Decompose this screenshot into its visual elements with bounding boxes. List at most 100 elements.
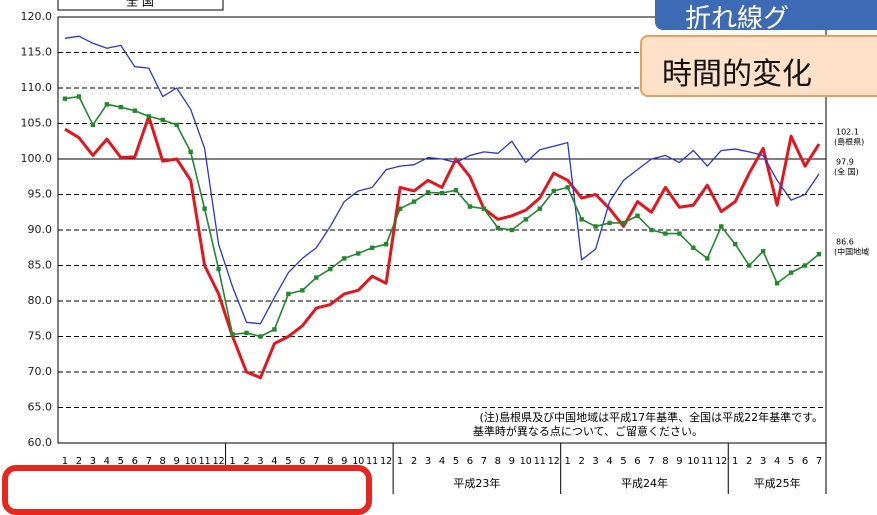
- x-tick-label: 1: [564, 456, 570, 467]
- point-marker: [76, 94, 82, 99]
- point-marker: [551, 188, 556, 194]
- x-tick-label: 8: [662, 456, 668, 467]
- point-marker: [383, 242, 389, 247]
- x-tick-label: 7: [648, 456, 654, 467]
- point-marker: [272, 327, 277, 332]
- point-marker: [300, 288, 305, 293]
- x-tick-label: 4: [104, 456, 110, 467]
- x-tick-label: 6: [467, 456, 473, 467]
- x-tick-label: 2: [746, 456, 752, 467]
- x-tick-label: 7: [313, 456, 319, 467]
- y-tick-label: 105.0: [21, 117, 53, 130]
- x-tick-label: 3: [90, 456, 96, 467]
- point-marker: [439, 190, 445, 196]
- x-tick-label: 12: [715, 456, 727, 467]
- y-tick-label: 95.0: [28, 188, 53, 201]
- x-tick-label: 5: [285, 456, 291, 467]
- x-tick-label: 3: [425, 456, 431, 467]
- point-marker: [258, 334, 263, 339]
- y-tick-label: 80.0: [28, 294, 53, 307]
- x-tick-label: 12: [213, 456, 225, 467]
- point-marker: [565, 185, 570, 190]
- x-tick-label: 10: [687, 456, 699, 467]
- x-tick-label: 2: [411, 456, 417, 467]
- y-tick-label: 60.0: [28, 436, 53, 449]
- series-line: [64, 35, 820, 325]
- point-marker: [342, 256, 347, 261]
- blue-box-label: 折れ線グ: [685, 4, 790, 34]
- year-label: 平成24年: [621, 476, 668, 490]
- point-marker: [733, 242, 738, 247]
- point-marker: [397, 206, 403, 211]
- point-marker: [216, 266, 221, 272]
- point-marker: [677, 231, 682, 236]
- point-marker: [774, 281, 780, 286]
- point-marker: [146, 114, 151, 119]
- x-tick-label: 9: [676, 456, 682, 467]
- point-marker: [90, 122, 96, 128]
- point-marker: [719, 224, 724, 229]
- x-tick-label: 4: [439, 456, 445, 467]
- point-marker: [760, 249, 766, 254]
- y-tick-label: 115.0: [21, 46, 53, 59]
- x-tick-label: 7: [816, 456, 822, 467]
- y-tick-label: 65.0: [28, 401, 53, 414]
- x-tick-label: 1: [732, 456, 738, 467]
- x-tick-label: 11: [701, 456, 713, 467]
- point-marker: [788, 270, 794, 275]
- point-marker: [244, 330, 249, 336]
- end-value-label: 102.1: [836, 128, 859, 137]
- x-tick-label: 8: [327, 456, 333, 467]
- x-tick-label: 2: [578, 456, 584, 467]
- point-marker: [802, 263, 808, 268]
- note: 基準時が異なる点について、ご留意ください。: [473, 424, 703, 438]
- point-marker: [691, 245, 696, 250]
- point-marker: [202, 206, 207, 211]
- point-marker: [411, 199, 417, 204]
- point-marker: [663, 231, 668, 236]
- x-tick-label: 11: [534, 456, 546, 467]
- point-marker: [747, 263, 752, 268]
- point-marker: [425, 190, 431, 195]
- x-tick-label: 10: [520, 456, 532, 467]
- x-tick-label: 12: [380, 456, 392, 467]
- point-marker: [286, 291, 291, 297]
- y-tick-label: 100.0: [21, 152, 53, 165]
- x-tick-label: 5: [453, 456, 459, 467]
- point-marker: [579, 217, 584, 222]
- orange-box: 時間的変化: [640, 35, 877, 97]
- x-tick-label: 4: [606, 456, 612, 467]
- year-label: 平成25年: [754, 476, 801, 490]
- point-marker: [649, 227, 654, 233]
- year-label: 平成23年: [453, 476, 500, 490]
- point-marker: [62, 96, 68, 101]
- orange-box-label: 時間的変化: [662, 57, 812, 92]
- point-marker: [160, 117, 165, 123]
- point-marker: [328, 266, 333, 272]
- x-tick-label: 3: [760, 456, 766, 467]
- x-tick-label: 6: [802, 456, 808, 467]
- point-marker: [369, 245, 375, 250]
- point-marker: [230, 332, 235, 337]
- end-value-label: 86.6: [836, 238, 854, 247]
- note-box: [395, 409, 825, 441]
- x-tick-label: 6: [299, 456, 305, 467]
- x-tick-label: 12: [548, 456, 560, 467]
- y-tick-label: 75.0: [28, 330, 53, 343]
- point-marker: [537, 206, 542, 211]
- x-tick-label: 1: [397, 456, 403, 467]
- x-tick-label: 2: [76, 456, 82, 467]
- corner-box-label: 全 国: [126, 0, 154, 9]
- x-tick-label: 3: [257, 456, 263, 467]
- x-tick-label: 4: [271, 456, 277, 467]
- point-marker: [174, 122, 179, 128]
- chart: 全 国 60.0 65.0 70.0 75.0 80.0 85.0 90.0 95.0 100.…: [21, 0, 869, 494]
- y-tick-label: 110.0: [21, 81, 53, 94]
- x-tick-label: 2: [243, 456, 249, 467]
- x-tick-label: 8: [160, 456, 166, 467]
- x-tick-label: 7: [146, 456, 152, 467]
- point-marker: [104, 102, 110, 107]
- x-tick-label: 6: [634, 456, 640, 467]
- point-marker: [118, 104, 124, 110]
- point-marker: [523, 217, 528, 222]
